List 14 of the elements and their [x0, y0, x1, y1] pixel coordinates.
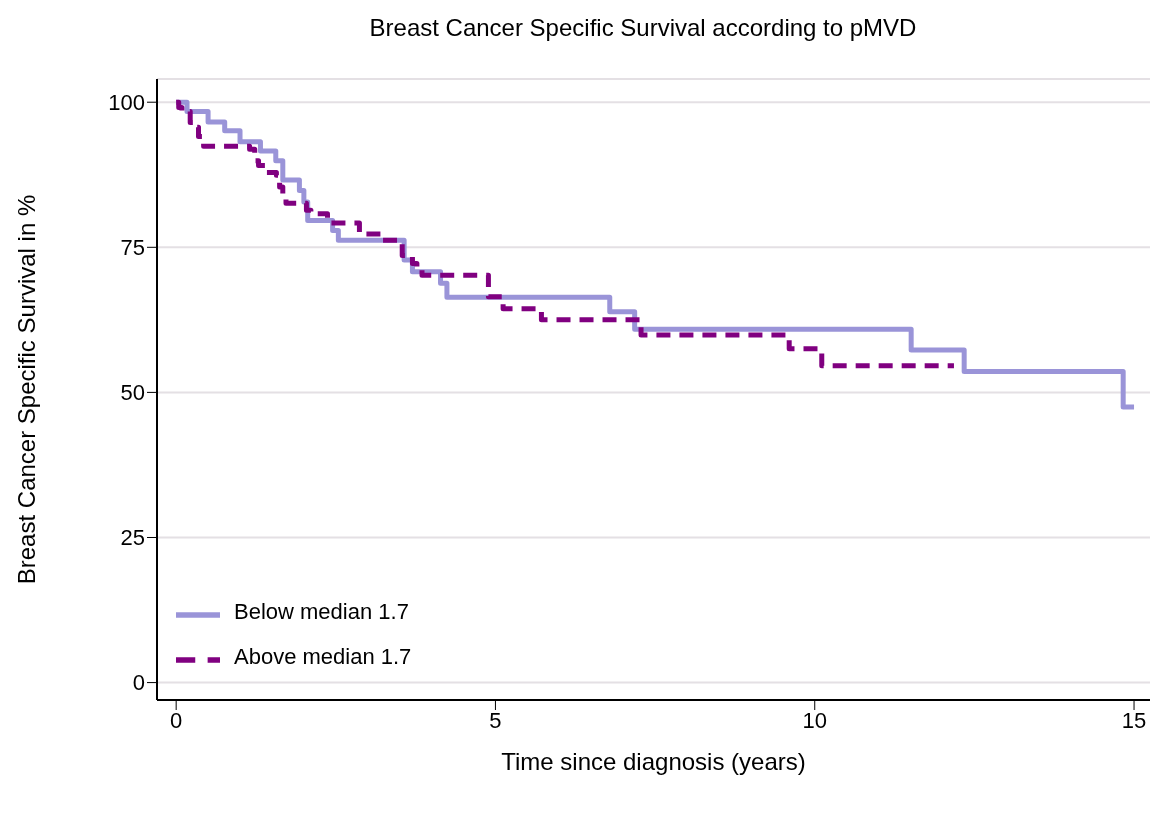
y-tick-label: 100	[108, 90, 145, 116]
x-tick-label: 5	[489, 707, 502, 733]
legend-label: Below median 1.7	[234, 599, 409, 624]
y-tick-label: 0	[132, 670, 145, 696]
y-tick-label: 25	[120, 525, 145, 551]
legend-label: Above median 1.7	[234, 643, 412, 669]
x-tick-label: 0	[170, 707, 183, 733]
x-tick-label: 15	[1121, 707, 1147, 733]
chart-title: Breast Cancer Specific Survival according to pMVD	[368, 13, 918, 43]
y-tick-label: 75	[120, 235, 145, 261]
x-axis-title: Time since diagnosis (years)	[501, 748, 806, 775]
y-tick-label: 50	[120, 380, 145, 406]
y-axis-title: Breast Cancer Specific Survival in %	[12, 194, 40, 585]
x-tick-label: 10	[802, 707, 827, 733]
